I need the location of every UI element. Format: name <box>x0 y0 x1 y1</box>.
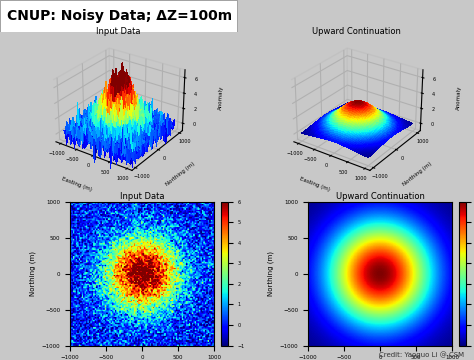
Text: Credit: Yaoguo Li @ CSM: Credit: Yaoguo Li @ CSM <box>379 351 465 358</box>
Y-axis label: Northing (m): Northing (m) <box>402 161 433 187</box>
X-axis label: Easting (m): Easting (m) <box>299 176 331 192</box>
Bar <box>0 0 237 32</box>
Y-axis label: Northing (m): Northing (m) <box>164 161 195 187</box>
Title: Upward Continuation: Upward Continuation <box>336 192 425 201</box>
Y-axis label: Northing (m): Northing (m) <box>268 251 274 296</box>
Title: Input Data: Input Data <box>120 192 164 201</box>
X-axis label: Easting (m): Easting (m) <box>61 176 93 192</box>
Title: Upward Continuation: Upward Continuation <box>311 27 401 36</box>
Y-axis label: Northing (m): Northing (m) <box>30 251 36 296</box>
Text: CNUP: Noisy Data; ΔZ=100m: CNUP: Noisy Data; ΔZ=100m <box>7 9 232 23</box>
Title: Input Data: Input Data <box>96 27 140 36</box>
